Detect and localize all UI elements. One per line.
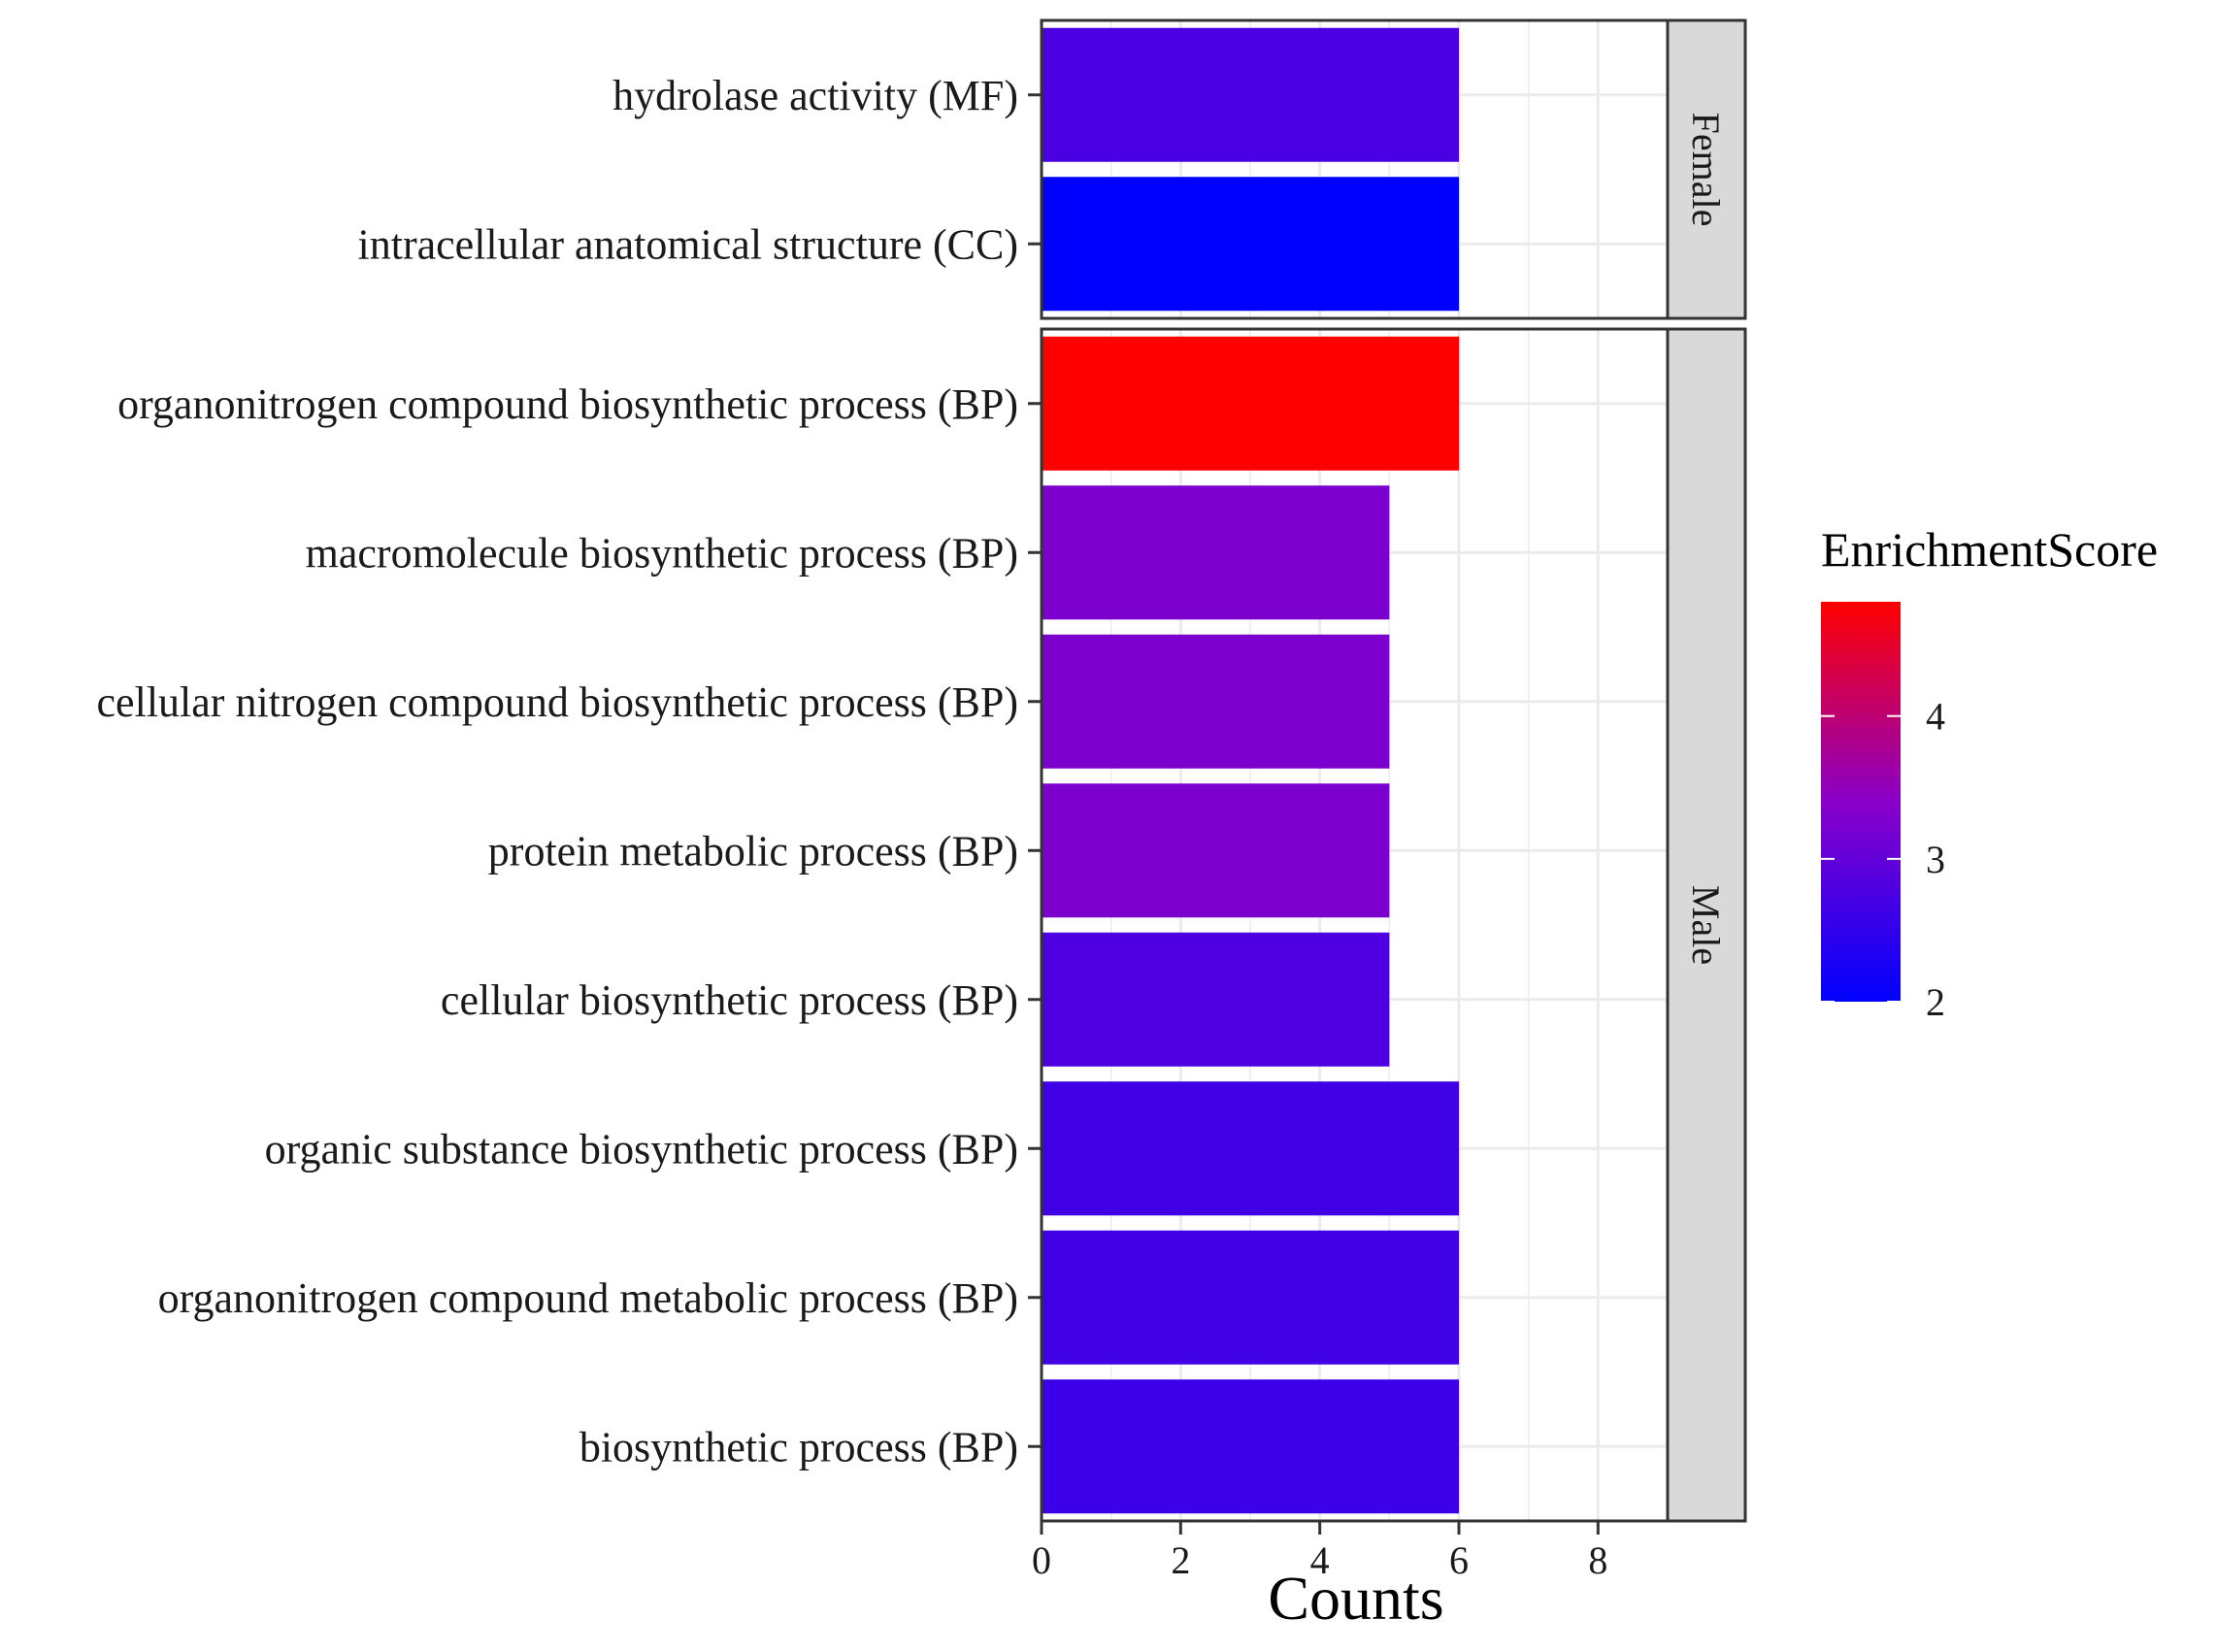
category-label: protein metabolic process (BP) <box>488 827 1018 875</box>
color-legend: EnrichmentScore 2 3 4 <box>1821 522 2158 1024</box>
bar <box>1042 1081 1459 1216</box>
x-axis-title: Counts <box>1268 1564 1443 1633</box>
facet-panel-female: hydrolase activity (MF) intracellular ana… <box>358 18 1747 320</box>
legend-tick-label: 4 <box>1926 695 1945 739</box>
legend-tick-label: 2 <box>1926 980 1945 1024</box>
category-label: cellular nitrogen compound biosynthetic … <box>97 678 1018 726</box>
category-label: macromolecule biosynthetic process (BP) <box>306 529 1018 577</box>
category-label: intracellular anatomical structure (CC) <box>358 220 1019 268</box>
x-tick-label: 2 <box>1171 1538 1190 1582</box>
bar <box>1042 783 1390 918</box>
facet-panel-male: organonitrogen compound biosynthetic pro… <box>97 327 1747 1523</box>
category-label: organic substance biosynthetic process (… <box>265 1125 1018 1173</box>
legend-colorbar <box>1821 602 1901 1002</box>
facet-panels: hydrolase activity (MF) intracellular ana… <box>97 18 1747 1523</box>
bar <box>1042 177 1459 312</box>
category-label: hydrolase activity (MF) <box>612 72 1018 119</box>
facet-strip-label: Female <box>1684 113 1728 227</box>
bar <box>1042 27 1459 162</box>
legend-ticks: 2 3 4 <box>1821 695 1945 1024</box>
x-axis: 0 2 4 6 8 <box>1032 1521 1607 1582</box>
facet-strip-label: Male <box>1684 885 1728 965</box>
category-label: cellular biosynthetic process (BP) <box>441 976 1018 1024</box>
legend-title: EnrichmentScore <box>1821 522 2158 577</box>
x-tick-label: 4 <box>1310 1538 1330 1582</box>
bar <box>1042 1379 1459 1514</box>
bar <box>1042 336 1459 471</box>
bar <box>1042 634 1390 769</box>
category-label: biosynthetic process (BP) <box>579 1423 1018 1470</box>
bar <box>1042 485 1390 620</box>
legend-tick-label: 3 <box>1926 838 1945 881</box>
category-label: organonitrogen compound metabolic proces… <box>158 1274 1018 1322</box>
x-tick-label: 6 <box>1449 1538 1469 1582</box>
bar <box>1042 932 1390 1067</box>
category-label: organonitrogen compound biosynthetic pro… <box>117 380 1018 428</box>
x-tick-label: 8 <box>1588 1538 1607 1582</box>
facet-strip <box>1666 18 1747 320</box>
facet-strip <box>1666 327 1747 1523</box>
bar <box>1042 1230 1459 1365</box>
x-tick-label: 0 <box>1032 1538 1051 1582</box>
